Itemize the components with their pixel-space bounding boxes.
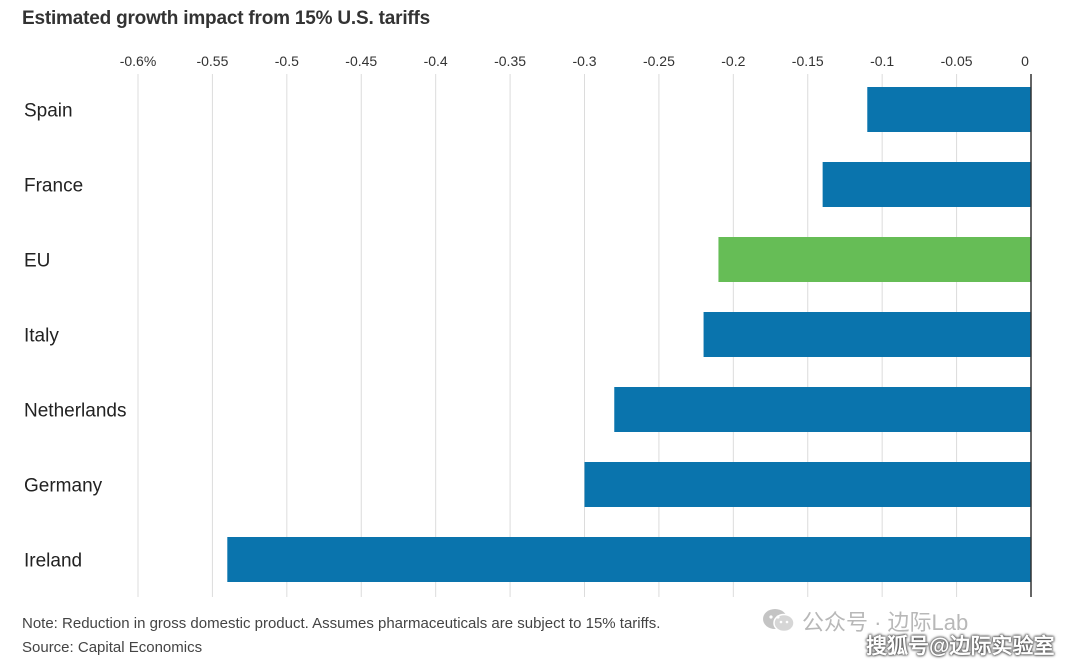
wechat-watermark: 公众号 · 边际Lab [762,605,968,637]
wechat-watermark-text: 公众号 · 边际Lab [802,610,969,635]
bar-netherlands [614,387,1031,432]
sohu-watermark: 搜狐号@边际实验室 [866,635,1055,658]
category-label-spain: Spain [24,101,73,122]
x-tick-label: -0.05 [941,53,973,69]
category-label-italy: Italy [24,326,59,347]
bar-eu [718,237,1031,282]
chart-note: Note: Reduction in gross domestic produc… [22,615,661,632]
bar-chart: -0.6% -0.55 -0.5 -0.45 -0.4 -0.35 -0.3 -0.25 -0.… [24,53,1032,597]
x-tick-label: -0.5 [275,53,299,69]
x-tick-label: 0 [1021,53,1029,69]
x-tick-label: -0.1 [870,53,894,69]
x-tick-label: -0.3 [572,53,596,69]
bar-italy [703,312,1031,357]
category-label-ireland: Ireland [24,551,82,572]
x-tick-label: -0.55 [196,53,228,69]
category-label-france: France [24,176,83,197]
x-tick-label: -0.35 [494,53,526,69]
x-tick-label: -0.45 [345,53,377,69]
category-label-netherlands: Netherlands [24,401,126,422]
chart-title: Estimated growth impact from 15% U.S. ta… [22,8,431,29]
x-tick-label: -0.4 [424,53,448,69]
x-tick-label: -0.6% [120,53,157,69]
bar-france [822,162,1031,207]
bar-spain [867,87,1031,132]
category-labels: Spain France EU Italy Netherlands Germany Irel… [24,101,126,572]
x-axis-tick-labels: -0.6% -0.55 -0.5 -0.45 -0.4 -0.35 -0.3 -0.25 -0.… [120,53,1029,69]
bars [227,87,1032,582]
x-tick-label: -0.25 [643,53,675,69]
bar-germany [584,462,1031,507]
x-tick-label: -0.2 [721,53,745,69]
category-label-eu: EU [24,251,50,272]
wechat-icon [762,608,796,634]
chart-source: Source: Capital Economics [22,639,203,656]
x-tick-label: -0.15 [792,53,824,69]
bar-ireland [227,537,1032,582]
category-label-germany: Germany [24,476,103,497]
